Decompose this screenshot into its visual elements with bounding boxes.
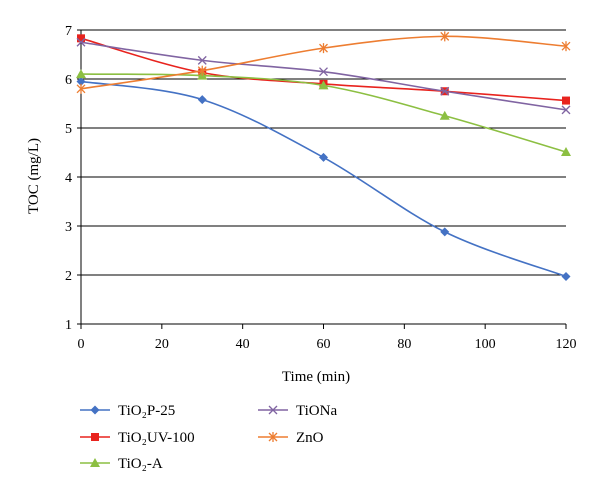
x-tick-label: 100 <box>475 337 496 352</box>
legend-item-4: ZnO <box>258 430 324 446</box>
data-point <box>561 147 571 157</box>
data-point <box>561 41 571 52</box>
legend-marker <box>90 405 100 415</box>
data-point <box>76 37 86 47</box>
legend-item-0: TiO₂P-25 <box>80 403 175 419</box>
legend-marker <box>268 405 278 415</box>
legend-marker <box>91 433 99 441</box>
x-tick-label: 80 <box>397 337 411 352</box>
legend-marker <box>268 432 278 442</box>
y-tick-label: 2 <box>65 269 72 284</box>
x-tick-label: 60 <box>317 337 331 352</box>
y-tick-label: 1 <box>65 318 72 333</box>
legend: TiO₂P-25 TiO₂UV-100 TiO₂-A TiONa ZnO <box>80 403 337 472</box>
x-tick-label: 40 <box>236 337 250 352</box>
data-point <box>440 227 450 237</box>
tick-labels: 1 2 3 4 5 6 7 0 20 40 60 80 100 120 <box>65 24 577 352</box>
marker-stroke <box>268 405 278 415</box>
legend-item-3: TiONa <box>258 403 337 419</box>
data-point <box>439 110 450 120</box>
legend-label: ZnO <box>296 430 324 446</box>
data-point <box>319 43 328 54</box>
data-point <box>197 65 207 76</box>
data-point <box>561 105 571 115</box>
y-tick-label: 6 <box>65 73 72 88</box>
x-tick-label: 120 <box>556 337 577 352</box>
data-point <box>319 67 328 77</box>
legend-label: TiONa <box>296 403 337 419</box>
x-tick-label: 20 <box>155 337 169 352</box>
series-0 <box>76 76 571 281</box>
y-tick-label: 5 <box>65 122 72 137</box>
data-point <box>440 31 450 42</box>
legend-label: TiO₂UV-100 <box>118 430 195 446</box>
data-point <box>440 86 450 96</box>
data-point <box>76 83 86 94</box>
series-4 <box>76 31 571 94</box>
marker-stroke <box>440 86 450 96</box>
marker-stroke <box>319 67 328 77</box>
marker-stroke <box>561 105 571 115</box>
series-3 <box>76 37 571 115</box>
y-tick-label: 3 <box>65 220 72 235</box>
grid-lines <box>81 29 566 276</box>
data-point <box>77 34 85 43</box>
y-tick-label: 7 <box>65 24 72 39</box>
data-point <box>76 69 86 79</box>
legend-item-1: TiO₂UV-100 <box>80 430 195 446</box>
series-2 <box>76 69 571 157</box>
data-point <box>562 96 570 105</box>
x-tick-label: 0 <box>78 337 85 352</box>
legend-marker <box>90 458 100 467</box>
data-point <box>318 80 329 90</box>
data-point <box>197 55 207 65</box>
legend-label: TiO₂-A <box>118 456 163 472</box>
y-tick-label: 4 <box>65 171 72 186</box>
x-axis-title: Time (min) <box>282 369 350 385</box>
data-point <box>76 76 86 86</box>
series-lines <box>76 31 571 281</box>
data-point <box>319 152 328 162</box>
marker-stroke <box>76 37 86 47</box>
data-point <box>561 271 571 281</box>
data-point <box>197 95 207 105</box>
legend-label: TiO₂P-25 <box>118 403 175 419</box>
legend-item-2: TiO₂-A <box>80 456 163 472</box>
y-axis-title: TOC (mg/L) <box>26 138 42 214</box>
marker-stroke <box>197 55 207 65</box>
series-line <box>80 80 567 278</box>
